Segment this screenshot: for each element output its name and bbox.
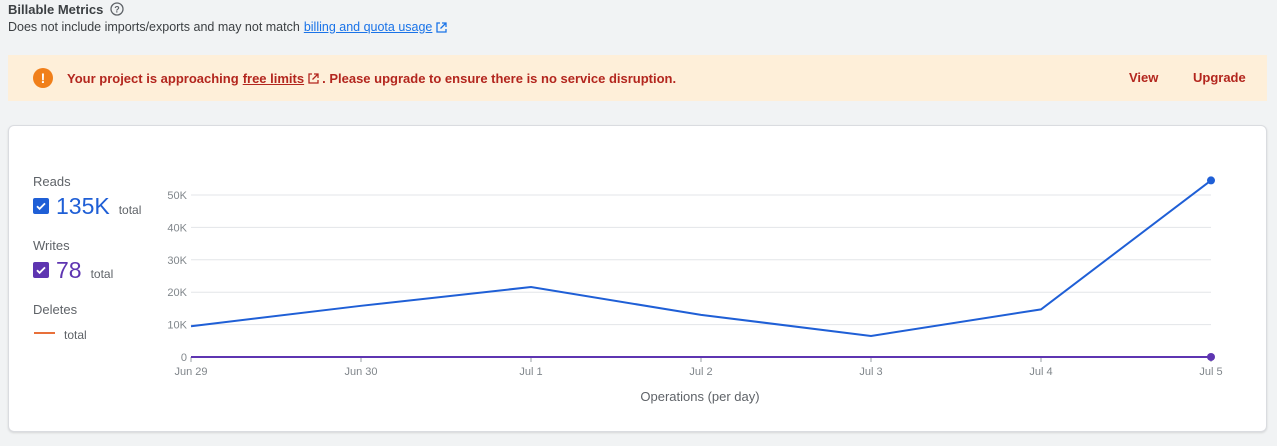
y-tick-label: 50K xyxy=(167,190,187,202)
chart-legend: Reads 135K total Writes 78 total Deletes… xyxy=(33,174,141,366)
x-tick-label: Jul 3 xyxy=(859,366,882,378)
external-link-icon[interactable] xyxy=(435,21,448,34)
writes-total-value: 78 xyxy=(56,256,82,283)
reads-checkbox[interactable] xyxy=(33,198,49,214)
page-title: Billable Metrics xyxy=(8,1,104,17)
reads-total-value: 135K xyxy=(56,192,110,219)
upgrade-button[interactable]: Upgrade xyxy=(1193,70,1246,85)
x-tick-label: Jul 5 xyxy=(1199,366,1222,378)
y-tick-label: 40K xyxy=(167,222,187,234)
reads-series-point xyxy=(1207,176,1215,185)
operations-line-chart: 0 10K 20K 30K 40K 50K Jun 29 Jun 30 Jul 1 Jul 2 J… xyxy=(167,176,1223,404)
deletes-line-swatch xyxy=(34,332,55,334)
deletes-label: Deletes xyxy=(33,302,78,317)
x-tick-label: Jul 1 xyxy=(519,366,542,378)
reads-series-line xyxy=(190,179,1212,337)
checkmark-icon xyxy=(36,202,46,211)
reads-label: Reads xyxy=(33,174,71,189)
banner-message-start: Your project is approaching xyxy=(67,70,239,86)
y-tick-label: 10K xyxy=(167,320,187,332)
subtitle-text: Does not include imports/exports and may… xyxy=(8,20,300,34)
x-tick-label: Jun 30 xyxy=(344,366,377,378)
deletes-total-label: total xyxy=(64,328,87,342)
y-tick-label: 20K xyxy=(167,287,187,299)
writes-label: Writes xyxy=(33,238,70,253)
y-tick-label: 0 xyxy=(181,352,187,364)
x-tick-label: Jun 29 xyxy=(174,366,207,378)
y-tick-label: 30K xyxy=(167,255,187,267)
writes-checkbox[interactable] xyxy=(33,262,49,278)
reads-total-label: total xyxy=(118,203,142,217)
free-limit-warning-banner: ! Your project is approaching free limit… xyxy=(8,55,1267,101)
view-button[interactable]: View xyxy=(1129,70,1159,85)
help-icon[interactable]: ? xyxy=(110,2,125,16)
checkmark-icon xyxy=(36,266,46,275)
x-tick-label: Jul 4 xyxy=(1029,366,1052,378)
svg-text:?: ? xyxy=(115,5,121,15)
writes-series-point xyxy=(1207,352,1215,361)
usage-chart-card: Reads 135K total Writes 78 total Deletes… xyxy=(8,125,1267,432)
x-axis-label: Operations (per day) xyxy=(640,389,759,404)
warning-icon: ! xyxy=(33,68,53,88)
banner-message-end: . Please upgrade to ensure there is no s… xyxy=(322,70,677,86)
metrics-header: Billable Metrics ? Does not include impo… xyxy=(8,0,448,34)
free-limits-link[interactable]: free limits xyxy=(242,70,305,86)
external-link-icon[interactable] xyxy=(307,72,320,85)
writes-total-label: total xyxy=(90,267,114,281)
x-tick-label: Jul 2 xyxy=(689,366,712,378)
billing-quota-link[interactable]: billing and quota usage xyxy=(303,20,433,34)
